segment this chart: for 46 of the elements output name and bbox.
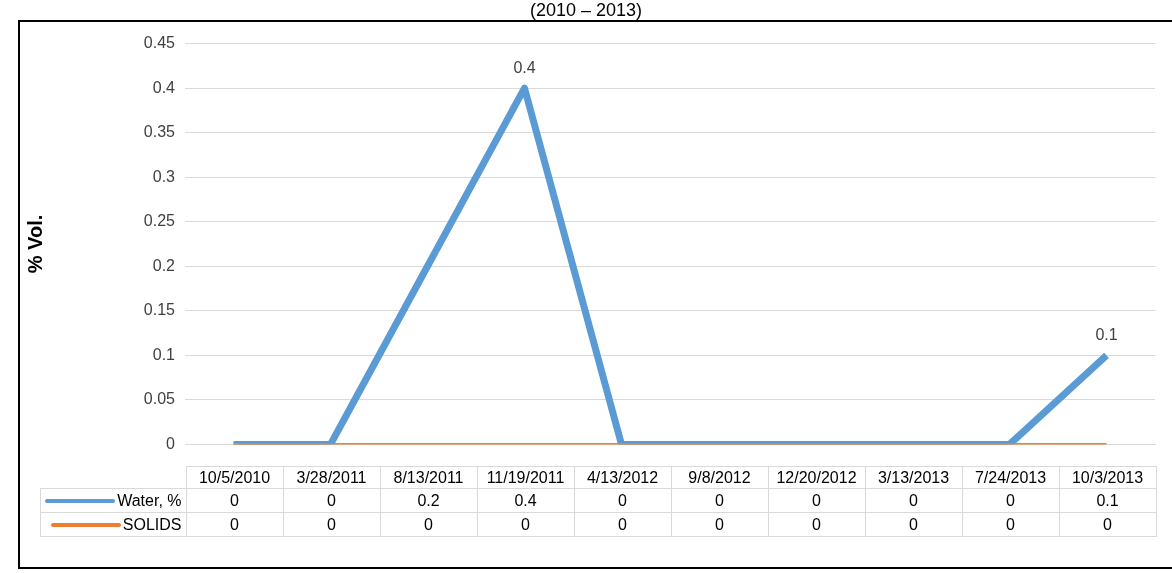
legend-label: SOLIDS	[40, 512, 186, 537]
y-tick-label: 0.2	[152, 256, 176, 274]
x-tick-label: 11/19/2011	[477, 466, 574, 489]
data-label: 0	[380, 512, 477, 537]
data-label: 0	[477, 512, 574, 537]
x-tick-label: 8/13/2011	[380, 466, 477, 489]
data-label: 0	[574, 512, 671, 537]
y-axis-title: % Vol.	[23, 214, 46, 274]
x-tick-label: 7/24/2013	[962, 466, 1059, 489]
y-tick-label: 0.4	[152, 78, 176, 96]
data-label: 0.2	[380, 488, 477, 513]
x-tick-label: 9/8/2012	[671, 466, 768, 489]
data-label: 0	[768, 488, 865, 513]
data-label: 0	[574, 488, 671, 513]
data-label: 0	[671, 488, 768, 513]
chart-title: (2010 – 2013)	[528, 0, 644, 21]
y-tick-label: 0.15	[143, 301, 176, 319]
data-label: 0	[962, 512, 1059, 537]
x-tick-label: 3/13/2013	[865, 466, 962, 489]
data-label: 0.1	[1059, 488, 1156, 513]
y-tick-label: 0.3	[152, 167, 176, 185]
x-tick-label: 12/20/2012	[768, 466, 865, 489]
data-label: 0	[186, 488, 283, 513]
data-label: 0	[671, 512, 768, 537]
annotation: 0.1	[1095, 325, 1118, 343]
x-tick-label: 10/3/2013	[1059, 466, 1156, 489]
legend-label: Water, %	[40, 488, 186, 513]
data-label: 0	[865, 488, 962, 513]
data-label: 0	[1059, 512, 1156, 537]
y-tick-label: 0	[166, 434, 176, 452]
data-label: 0	[768, 512, 865, 537]
x-tick-label: 4/13/2012	[574, 466, 671, 489]
y-tick-label: 0.25	[143, 212, 176, 230]
y-tick-label: 0.1	[152, 345, 176, 363]
data-label: 0	[865, 512, 962, 537]
y-tick-label: 0.05	[143, 390, 176, 408]
data-label: 0	[283, 488, 380, 513]
data-label: 0	[962, 488, 1059, 513]
data-label: 0	[283, 512, 380, 537]
y-tick-label: 0.45	[143, 34, 176, 52]
annotation: 0.4	[513, 58, 536, 76]
x-tick-label: 10/5/2010	[186, 466, 283, 489]
data-label: 0.4	[477, 488, 574, 513]
x-tick-label: 3/28/2011	[283, 466, 380, 489]
y-tick-label: 0.35	[143, 123, 176, 141]
data-label: 0	[186, 512, 283, 537]
